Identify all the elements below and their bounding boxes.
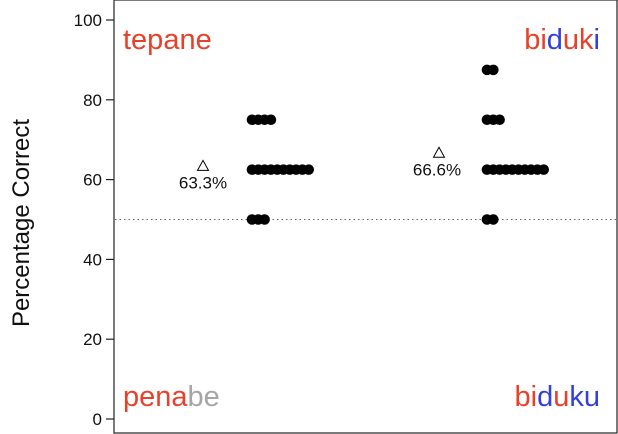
- data-point: [259, 214, 270, 225]
- plot-frame: [113, 0, 618, 434]
- mean-marker: [196, 159, 210, 171]
- label-segment: tepane: [123, 24, 212, 56]
- y-tick-label: 100: [74, 11, 102, 30]
- label-bottom-left: penabe: [123, 383, 220, 412]
- label-segment: be: [187, 381, 220, 413]
- label-segment: bi: [514, 381, 538, 413]
- label-segment: d: [537, 381, 554, 413]
- label-segment: d: [546, 24, 563, 56]
- data-point: [494, 114, 505, 126]
- y-axis-label: Percentage Correct: [8, 118, 35, 328]
- label-top-right: biduki: [524, 26, 600, 55]
- label-top-left: tepane: [123, 26, 212, 55]
- mean-markers: 63.3% 66.6%: [179, 146, 461, 192]
- y-tick-label: 20: [83, 330, 102, 349]
- label-segment: pena: [123, 381, 188, 413]
- y-tick-label: 80: [83, 91, 102, 110]
- label-segment: ku: [569, 381, 600, 413]
- label-segment: uk: [562, 24, 594, 56]
- y-tick-label: 40: [83, 250, 102, 269]
- data-point: [538, 164, 549, 175]
- data-point: [488, 214, 499, 225]
- data-point: [265, 114, 277, 126]
- data-point: [303, 164, 315, 175]
- mean-marker: [432, 146, 446, 158]
- data-points: [246, 64, 549, 225]
- y-tick-label: 60: [83, 171, 102, 190]
- mean-label: 66.6%: [413, 160, 461, 179]
- label-segment: bi: [524, 24, 547, 56]
- y-tick-label: 0: [93, 410, 102, 429]
- data-point: [488, 64, 499, 76]
- mean-label: 63.3%: [179, 173, 227, 192]
- label-bottom-right: biduku: [515, 383, 601, 412]
- label-segment: i: [593, 24, 600, 56]
- label-segment: u: [553, 381, 570, 413]
- y-axis: 0 20 40 60 80 100: [74, 11, 114, 429]
